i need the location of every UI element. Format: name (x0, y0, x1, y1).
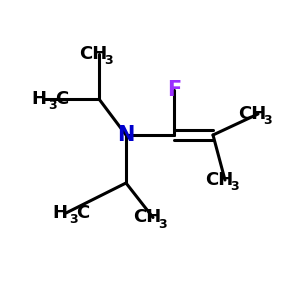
Text: H: H (52, 204, 68, 222)
Text: N: N (117, 125, 135, 145)
Text: C: C (55, 90, 68, 108)
Text: CH: CH (238, 105, 267, 123)
Text: 3: 3 (230, 180, 239, 193)
Text: CH: CH (134, 208, 162, 226)
Text: CH: CH (80, 45, 108, 63)
Text: 3: 3 (104, 54, 113, 67)
Text: F: F (167, 80, 181, 100)
Text: 3: 3 (158, 218, 167, 231)
Text: H: H (32, 90, 46, 108)
Text: C: C (76, 204, 89, 222)
Text: 3: 3 (49, 99, 57, 112)
Text: 3: 3 (263, 114, 272, 127)
Text: CH: CH (206, 171, 234, 189)
Text: 3: 3 (70, 213, 78, 226)
